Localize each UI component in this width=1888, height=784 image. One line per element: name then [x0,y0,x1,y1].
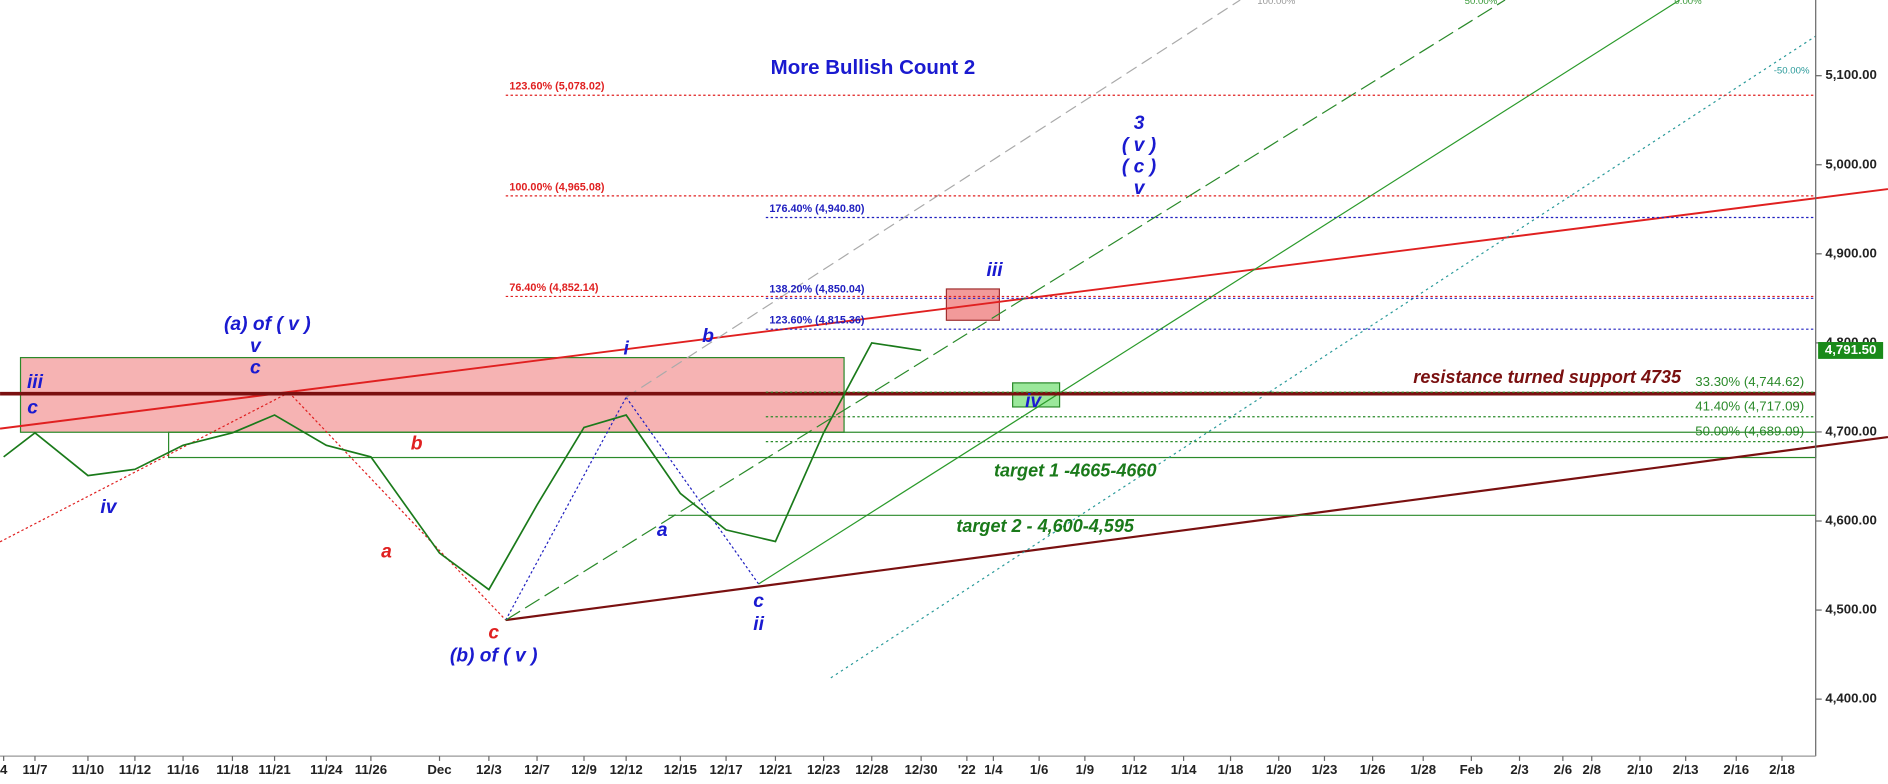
x-tick-label: 11/10 [72,762,104,777]
trendline [288,392,507,621]
wave-label: a [381,542,392,563]
x-tick-label: 12/21 [759,762,792,777]
x-tick-label: 11/24 [310,762,343,777]
y-tick-label: 4,500.00 [1825,602,1877,617]
x-tick-label: 11/26 [355,762,387,777]
wave-label: a [657,520,668,541]
channel-label: 50.00% [1465,0,1498,7]
x-tick-label: Dec [427,762,451,777]
fib-label: 123.60% (5,078.02) [509,81,605,93]
x-tick-label: 1/9 [1076,762,1094,777]
wave-label: (a) of ( v ) [224,314,311,335]
x-tick-label: '22 [958,762,976,777]
x-tick-label: 4 [0,762,8,777]
wave-label: c [753,591,764,612]
price-tag-label: 4,791.50 [1825,342,1877,357]
annotation: resistance turned support 4735 [1413,367,1682,387]
x-tick-label: 12/7 [524,762,550,777]
x-tick-label: 12/15 [664,762,697,777]
x-tick-label: 2/10 [1627,762,1653,777]
x-tick-label: 2/18 [1769,762,1795,777]
x-tick-label: 2/6 [1554,762,1572,777]
x-tick-label: 1/14 [1171,762,1197,777]
fib-label: 176.40% (4,940.80) [769,203,865,215]
fib-label: 100.00% (4,965.08) [509,181,605,193]
wave-label: ( v ) [1122,135,1156,156]
x-tick-label: 2/3 [1510,762,1528,777]
fib-label: 138.20% (4,850.04) [769,284,865,296]
y-tick-label: 4,600.00 [1825,513,1877,528]
fib-label: 41.40% (4,717.09) [1695,399,1804,414]
x-tick-label: 11/16 [167,762,199,777]
x-tick-label: 11/7 [22,762,47,777]
wave-label: (b) of ( v ) [450,645,538,666]
x-tick-label: 12/9 [571,762,597,777]
wave-label: v [250,336,262,357]
price-tag [1818,342,1884,359]
wave-label: ( c ) [1122,156,1156,177]
wave-label: iv [100,497,117,518]
channel-label: -50.00% [1774,66,1810,77]
x-tick-label: 12/30 [905,762,938,777]
y-tick-label: 5,100.00 [1825,67,1877,82]
x-tick-label: 1/26 [1360,762,1386,777]
x-tick-label: 2/16 [1723,762,1749,777]
x-tick-label: 2/13 [1673,762,1699,777]
y-tick-label: 4,700.00 [1825,423,1877,438]
x-tick-label: 1/18 [1218,762,1244,777]
trendline [505,397,627,621]
annotation: target 2 - 4,600-4,595 [956,516,1135,536]
x-tick-label: 12/17 [710,762,743,777]
channel-label: 100.00% [1257,0,1295,7]
wave-label: c [250,358,261,379]
x-tick-label: 2/8 [1583,762,1601,777]
fib-label: 76.40% (4,852.14) [509,282,598,294]
x-tick-label: 1/28 [1410,762,1436,777]
x-tick-label: 11/18 [216,762,248,777]
price-line [3,341,922,591]
y-tick-label: 5,000.00 [1825,156,1877,171]
x-tick-label: 1/6 [1030,762,1048,777]
x-tick-label: 11/12 [119,762,151,777]
wave-label: c [27,397,38,418]
trendline [0,188,1888,430]
wave-label: iv [1025,391,1042,412]
wave-label: iii [987,260,1004,281]
wave-label: 3 [1134,113,1145,134]
wave-label: b [702,326,714,347]
x-tick-label: 1/23 [1312,762,1338,777]
y-tick-label: 4,400.00 [1825,691,1877,706]
channel-line [758,0,1680,585]
y-tick-label: 4,900.00 [1825,245,1877,260]
x-tick-label: 12/3 [476,762,502,777]
x-tick-label: 1/12 [1121,762,1147,777]
channel-line [625,0,1241,398]
trendline [505,435,1888,622]
chart-title: More Bullish Count 2 [771,56,976,79]
wave-label: v [1134,178,1146,199]
trendline [0,391,290,543]
fib-label: 33.30% (4,744.62) [1695,374,1804,389]
x-tick-label: 11/21 [258,762,290,777]
x-tick-label: Feb [1460,762,1484,777]
wave-label: b [411,433,423,454]
annotation: target 1 -4665-4660 [994,461,1157,481]
x-tick-label: 12/12 [610,762,643,777]
channel-label: 0.00% [1674,0,1702,7]
wave-label: ii [753,614,764,635]
wave-label: i [623,338,629,359]
wave-label: iii [27,372,44,393]
channel-line [505,0,1506,621]
x-tick-label: 1/20 [1266,762,1292,777]
fib-label: 123.60% (4,815.36) [769,315,865,327]
x-tick-label: 12/28 [855,762,888,777]
x-tick-label: 12/23 [807,762,840,777]
x-tick-label: 1/4 [984,762,1003,777]
fib-label: 50.00% (4,689.09) [1695,424,1804,439]
wave-label: c [488,622,499,643]
